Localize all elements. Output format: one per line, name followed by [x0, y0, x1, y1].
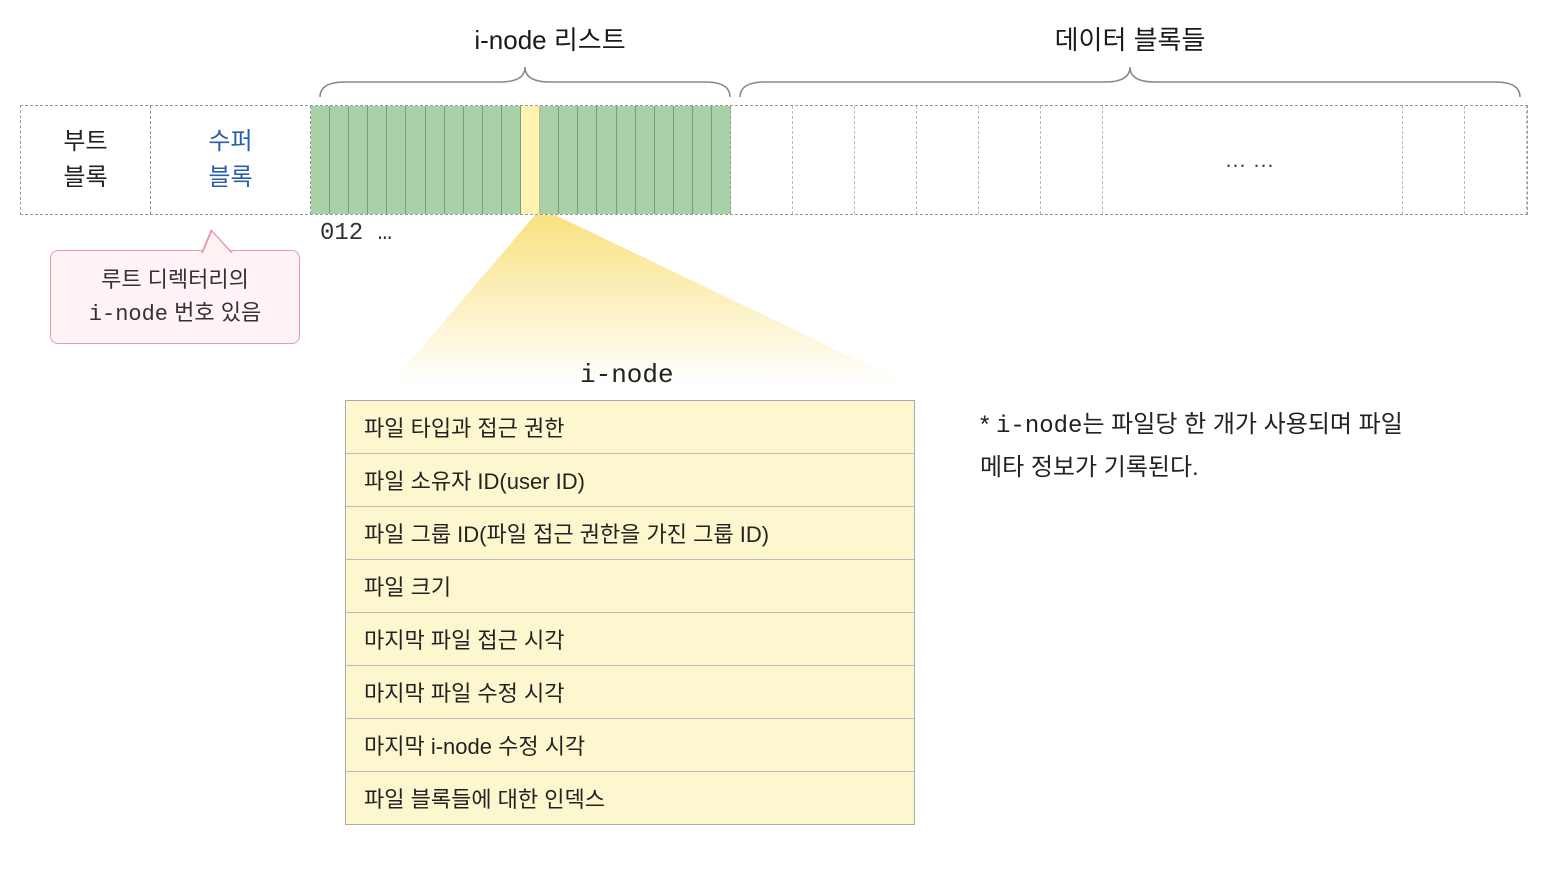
inode-field-row: 마지막 파일 접근 시각 [346, 613, 914, 666]
note-mono: i-node [996, 413, 1082, 440]
inode-list-brace [315, 62, 735, 102]
inode-field-row: 마지막 i-node 수정 시각 [346, 719, 914, 772]
callout-line2: i-node 번호 있음 [61, 296, 289, 331]
inode-field-row: 파일 블록들에 대한 인덱스 [346, 772, 914, 824]
super-block-text: 수퍼 블록 [208, 124, 252, 196]
superblock-callout: 루트 디렉터리의 i-node 번호 있음 [50, 250, 300, 344]
inode-field-row: 파일 그룹 ID(파일 접근 권한을 가진 그룹 ID) [346, 507, 914, 560]
inode-list-label: i-node 리스트 [450, 20, 650, 57]
inode-slot [559, 106, 578, 214]
callout-mono: i-node [89, 302, 168, 327]
inode-slot [464, 106, 483, 214]
data-block [731, 106, 793, 214]
inode-slot [426, 106, 445, 214]
inode-slot [330, 106, 349, 214]
data-blocks-region: …… [731, 106, 1527, 214]
filesystem-layout-diagram: i-node 리스트 데이터 블록들 부트 블록 수퍼 블록 …… 012 … … [20, 20, 1528, 866]
disk-layout-row: 부트 블록 수퍼 블록 …… [20, 105, 1528, 215]
super-block-cell: 수퍼 블록 [151, 106, 311, 214]
inode-list-region [311, 106, 731, 214]
callout-rest: 번호 있음 [168, 300, 261, 325]
inode-heading: i-node [580, 360, 674, 390]
inode-index-label: 012 … [320, 220, 392, 247]
inode-slot [578, 106, 597, 214]
inode-slot [483, 106, 502, 214]
boot-block-cell: 부트 블록 [21, 106, 151, 214]
inode-slot [712, 106, 730, 214]
data-block [1403, 106, 1465, 214]
inode-field-row: 파일 크기 [346, 560, 914, 613]
inode-slot [674, 106, 693, 214]
inode-slot [368, 106, 387, 214]
inode-slot [540, 106, 559, 214]
data-block [1041, 106, 1103, 214]
callout-line1: 루트 디렉터리의 [61, 263, 289, 296]
inode-slot [655, 106, 674, 214]
inode-slot [311, 106, 330, 214]
inode-field-row: 파일 소유자 ID(user ID) [346, 454, 914, 507]
data-block [917, 106, 979, 214]
inode-slot [597, 106, 616, 214]
boot-block-text: 부트 블록 [63, 124, 107, 196]
inode-slot [502, 106, 521, 214]
inode-slot [693, 106, 712, 214]
inode-slot [636, 106, 655, 214]
note-prefix: * [980, 411, 996, 438]
data-block [1465, 106, 1527, 214]
inode-note: * i-node는 파일당 한 개가 사용되며 파일 메타 정보가 기록된다. [980, 405, 1410, 489]
inode-slot [406, 106, 425, 214]
data-block [793, 106, 855, 214]
data-block [979, 106, 1041, 214]
inode-slot [445, 106, 464, 214]
inode-field-row: 파일 타입과 접근 권한 [346, 401, 914, 454]
inode-slot [349, 106, 368, 214]
data-blocks-label: 데이터 블록들 [1020, 20, 1240, 57]
inode-detail-table: 파일 타입과 접근 권한파일 소유자 ID(user ID)파일 그룹 ID(파… [345, 400, 915, 825]
inode-field-row: 마지막 파일 수정 시각 [346, 666, 914, 719]
data-block [855, 106, 917, 214]
data-blocks-brace [735, 62, 1525, 102]
inode-slot [387, 106, 406, 214]
data-ellipsis: …… [1103, 106, 1403, 214]
inode-slot [521, 106, 540, 214]
inode-slot [617, 106, 636, 214]
